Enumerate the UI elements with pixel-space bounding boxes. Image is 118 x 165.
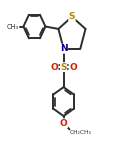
Text: O: O (69, 63, 77, 72)
Text: S: S (60, 63, 67, 72)
Text: N: N (60, 44, 67, 53)
Text: O: O (50, 63, 58, 72)
Text: CH₂CH₃: CH₂CH₃ (70, 130, 92, 135)
Text: CH₃: CH₃ (7, 24, 19, 30)
Text: S: S (69, 12, 75, 21)
Text: O: O (60, 119, 67, 128)
